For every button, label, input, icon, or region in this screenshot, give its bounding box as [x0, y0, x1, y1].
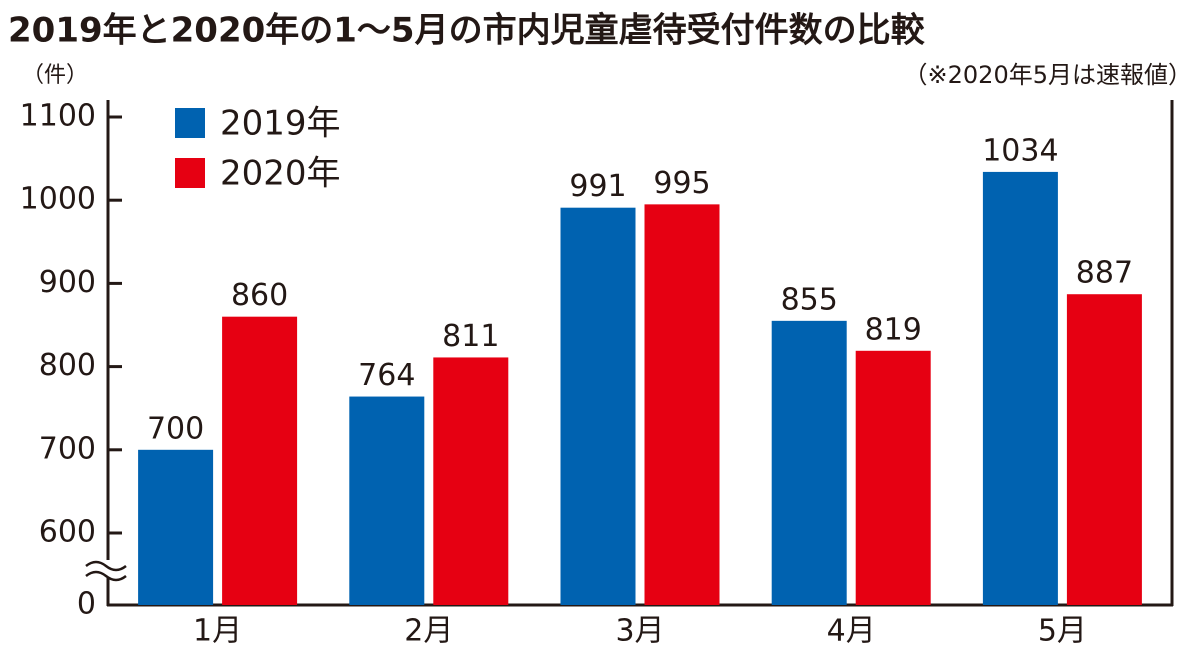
data-label: 1034	[982, 133, 1058, 168]
bar	[349, 396, 425, 605]
y-tick-label: 800	[39, 348, 96, 383]
note: （※2020年5月は速報値）	[904, 61, 1192, 89]
legend-swatch	[175, 158, 205, 188]
axis-break-gap	[86, 560, 126, 578]
bar	[222, 316, 298, 605]
x-tick-label: 1月	[193, 614, 242, 649]
data-label: 855	[781, 282, 838, 317]
bar	[855, 350, 931, 605]
y-tick-label: 900	[39, 265, 96, 300]
chart-title: 2019年と2020年の1〜5月の市内児童虐待受付件数の比較	[8, 11, 926, 51]
y-tick-label: 700	[39, 431, 96, 466]
y-tick-label: 1000	[20, 182, 96, 217]
bar	[644, 204, 720, 606]
data-label: 811	[442, 319, 499, 354]
legend-label: 2020年	[220, 154, 341, 194]
x-tick-label: 5月	[1038, 614, 1087, 649]
data-label: 991	[569, 169, 626, 204]
axis-break	[85, 570, 127, 582]
y-axis-label: （件）	[22, 63, 88, 88]
axis-break	[85, 560, 127, 572]
data-label: 887	[1076, 256, 1133, 291]
data-label: 764	[358, 358, 415, 393]
x-tick-label: 2月	[404, 614, 453, 649]
data-label: 819	[865, 312, 922, 347]
bar	[1066, 294, 1142, 605]
data-label: 995	[653, 166, 710, 201]
data-label: 860	[231, 278, 288, 313]
y-tick-label: 600	[39, 515, 96, 550]
y-tick-label: 1100	[20, 99, 96, 134]
x-tick-label: 3月	[615, 614, 664, 649]
bar	[138, 449, 214, 605]
bar	[771, 320, 847, 605]
bar	[433, 357, 509, 605]
legend-swatch	[175, 108, 205, 138]
bar	[982, 171, 1058, 606]
legend-label: 2019年	[220, 104, 341, 144]
bar	[560, 207, 636, 606]
x-tick-label: 4月	[827, 614, 876, 649]
data-label: 700	[147, 411, 204, 446]
y-tick-label: 0	[77, 587, 96, 622]
